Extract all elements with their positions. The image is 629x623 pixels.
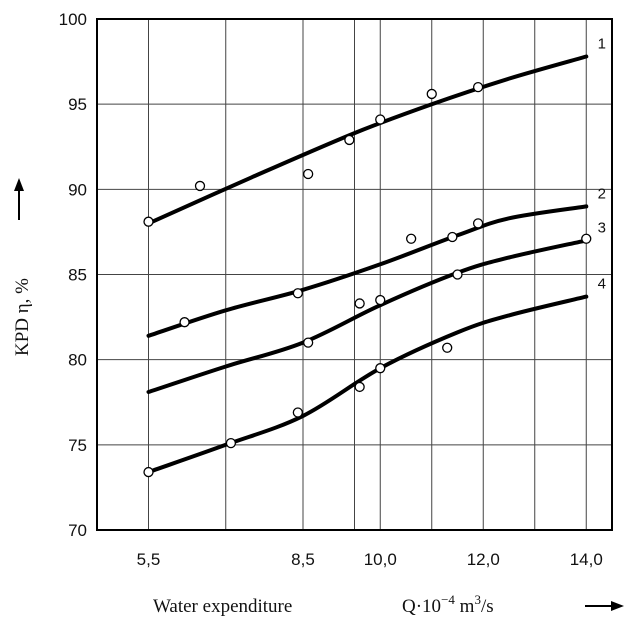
series-1-point — [426, 88, 437, 100]
series-1-label: 1 — [598, 35, 606, 52]
series-3-point — [452, 269, 463, 280]
y-tick-label: 85 — [68, 266, 87, 285]
y-tick-label: 70 — [68, 521, 87, 540]
x-axis-unit: Q·10−4 m3/s — [402, 592, 494, 617]
series-4-point — [354, 381, 365, 393]
series-1-point — [344, 134, 355, 146]
series-4-line — [146, 294, 589, 475]
y-axis-label: KPD η, % — [12, 278, 33, 356]
y-tick-label: 75 — [68, 436, 87, 455]
x-axis-label: Water expenditure — [153, 596, 292, 617]
series-4-point — [375, 363, 386, 374]
series-4-point — [225, 437, 237, 449]
y-tick-label: 80 — [68, 351, 87, 370]
x-tick-label: 10,0 — [364, 550, 397, 569]
x-axis-ticks: 5,5 8,5 10,0 12,0 14,0 — [137, 550, 603, 569]
plot-frame — [96, 18, 613, 531]
series-1-point — [375, 114, 386, 125]
y-tick-label: 90 — [68, 180, 87, 199]
series-2-point — [179, 317, 190, 328]
series-1-point — [472, 81, 484, 93]
series-1-point — [194, 180, 206, 192]
series-4-point — [292, 407, 304, 418]
series-3-label: 3 — [598, 219, 606, 236]
series-2-point — [447, 231, 458, 243]
y-tick-label: 95 — [68, 95, 87, 114]
x-tick-label: 8,5 — [291, 550, 315, 569]
series-4-label: 4 — [598, 276, 606, 293]
series-2-point — [405, 233, 417, 244]
series-3-point — [375, 294, 386, 306]
series-2-point — [292, 288, 304, 299]
y-tick-label: 100 — [59, 10, 87, 29]
series-labels: 1 2 3 4 — [598, 35, 606, 292]
x-axis-arrow — [585, 601, 624, 611]
series-2-point — [472, 218, 484, 229]
x-tick-label: 5,5 — [137, 550, 161, 569]
series-3-point — [354, 298, 365, 309]
series-3-point — [302, 337, 314, 348]
x-tick-label: 12,0 — [467, 550, 500, 569]
y-axis-ticks: 70 75 80 85 90 95 100 — [59, 10, 87, 540]
series-2-line — [146, 204, 589, 338]
series-1-line — [146, 54, 589, 226]
series-2-label: 2 — [598, 185, 606, 202]
series-3-line — [146, 238, 589, 394]
series-4-point — [442, 342, 453, 353]
series-1-point — [302, 168, 314, 180]
series-3-point — [581, 233, 592, 244]
y-axis-arrow — [14, 178, 24, 220]
x-tick-label: 14,0 — [570, 550, 603, 569]
series-4-point — [143, 466, 154, 478]
series-curves — [146, 54, 589, 475]
series-1-point — [143, 216, 154, 227]
series-markers — [143, 81, 592, 478]
